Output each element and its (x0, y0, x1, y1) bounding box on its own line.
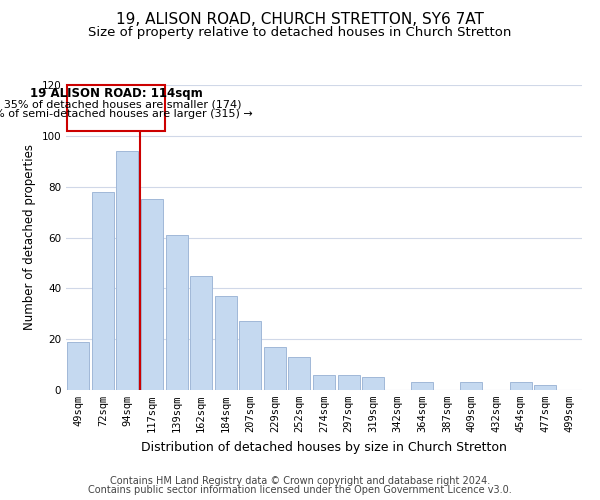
Text: Contains public sector information licensed under the Open Government Licence v3: Contains public sector information licen… (88, 485, 512, 495)
Text: Contains HM Land Registry data © Crown copyright and database right 2024.: Contains HM Land Registry data © Crown c… (110, 476, 490, 486)
Bar (411, 382, 433, 390)
Bar (534, 385, 556, 390)
Bar (215, 296, 237, 390)
Bar (67, 342, 89, 390)
Bar (92, 192, 114, 390)
Text: 64% of semi-detached houses are larger (315) →: 64% of semi-detached houses are larger (… (0, 109, 253, 119)
Text: 19, ALISON ROAD, CHURCH STRETTON, SY6 7AT: 19, ALISON ROAD, CHURCH STRETTON, SY6 7A… (116, 12, 484, 28)
Bar (141, 200, 163, 390)
Y-axis label: Number of detached properties: Number of detached properties (23, 144, 36, 330)
Bar (264, 347, 286, 390)
Bar (239, 322, 262, 390)
Bar (313, 375, 335, 390)
Bar (289, 357, 310, 390)
X-axis label: Distribution of detached houses by size in Church Stretton: Distribution of detached houses by size … (141, 440, 507, 454)
Bar (190, 276, 212, 390)
Text: Size of property relative to detached houses in Church Stretton: Size of property relative to detached ho… (88, 26, 512, 39)
FancyBboxPatch shape (67, 85, 165, 130)
Bar (460, 382, 482, 390)
Bar (509, 382, 532, 390)
Bar (166, 235, 188, 390)
Bar (362, 378, 384, 390)
Text: ← 35% of detached houses are smaller (174): ← 35% of detached houses are smaller (17… (0, 99, 241, 109)
Bar (116, 151, 139, 390)
Bar (338, 375, 359, 390)
Text: 19 ALISON ROAD: 114sqm: 19 ALISON ROAD: 114sqm (29, 88, 202, 101)
